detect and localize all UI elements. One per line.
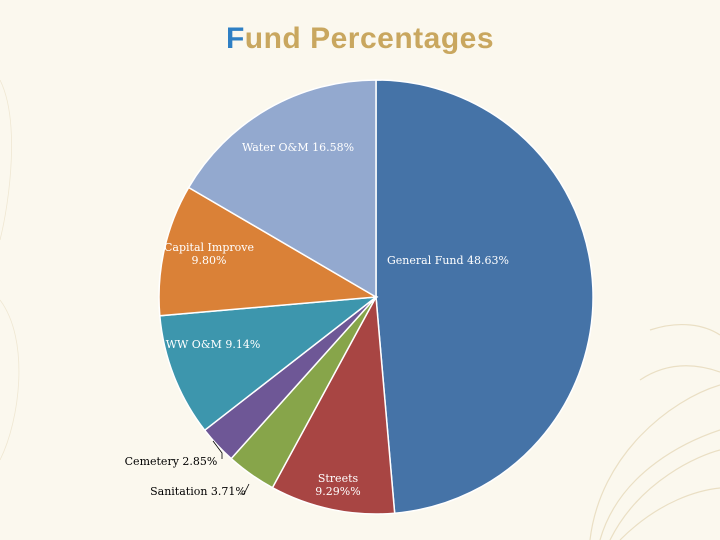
slice-label-capital-improve: Capital Improve 9.80% — [164, 241, 254, 267]
slice-label-water-o-m: Water O&M 16.58% — [242, 141, 354, 154]
pie-slice-capital-improve — [158, 186, 379, 317]
pie-slice-ww-o-m — [159, 296, 379, 432]
leader-line-sanitation — [240, 483, 250, 495]
slice-label-cemetery: Cemetery 2.85% — [125, 455, 218, 468]
slice-label-sanitation: Sanitation 3.71% — [150, 485, 246, 498]
pie-slice-water-o-m — [187, 79, 377, 299]
pie-slice-general-fund — [375, 79, 594, 515]
slice-label-general-fund: General Fund 48.63% — [387, 254, 509, 267]
chart-title-first-letter: F — [225, 22, 245, 55]
chart-title: Fund Percentages — [0, 22, 720, 56]
slice-label-streets: Streets 9.29%% — [315, 472, 360, 498]
leader-line-cemetery — [212, 440, 223, 459]
pie-slice-streets — [271, 294, 396, 515]
slice-label-ww-o-m: WW O&M 9.14% — [166, 338, 261, 351]
chart-title-rest: und Percentages — [244, 22, 495, 55]
